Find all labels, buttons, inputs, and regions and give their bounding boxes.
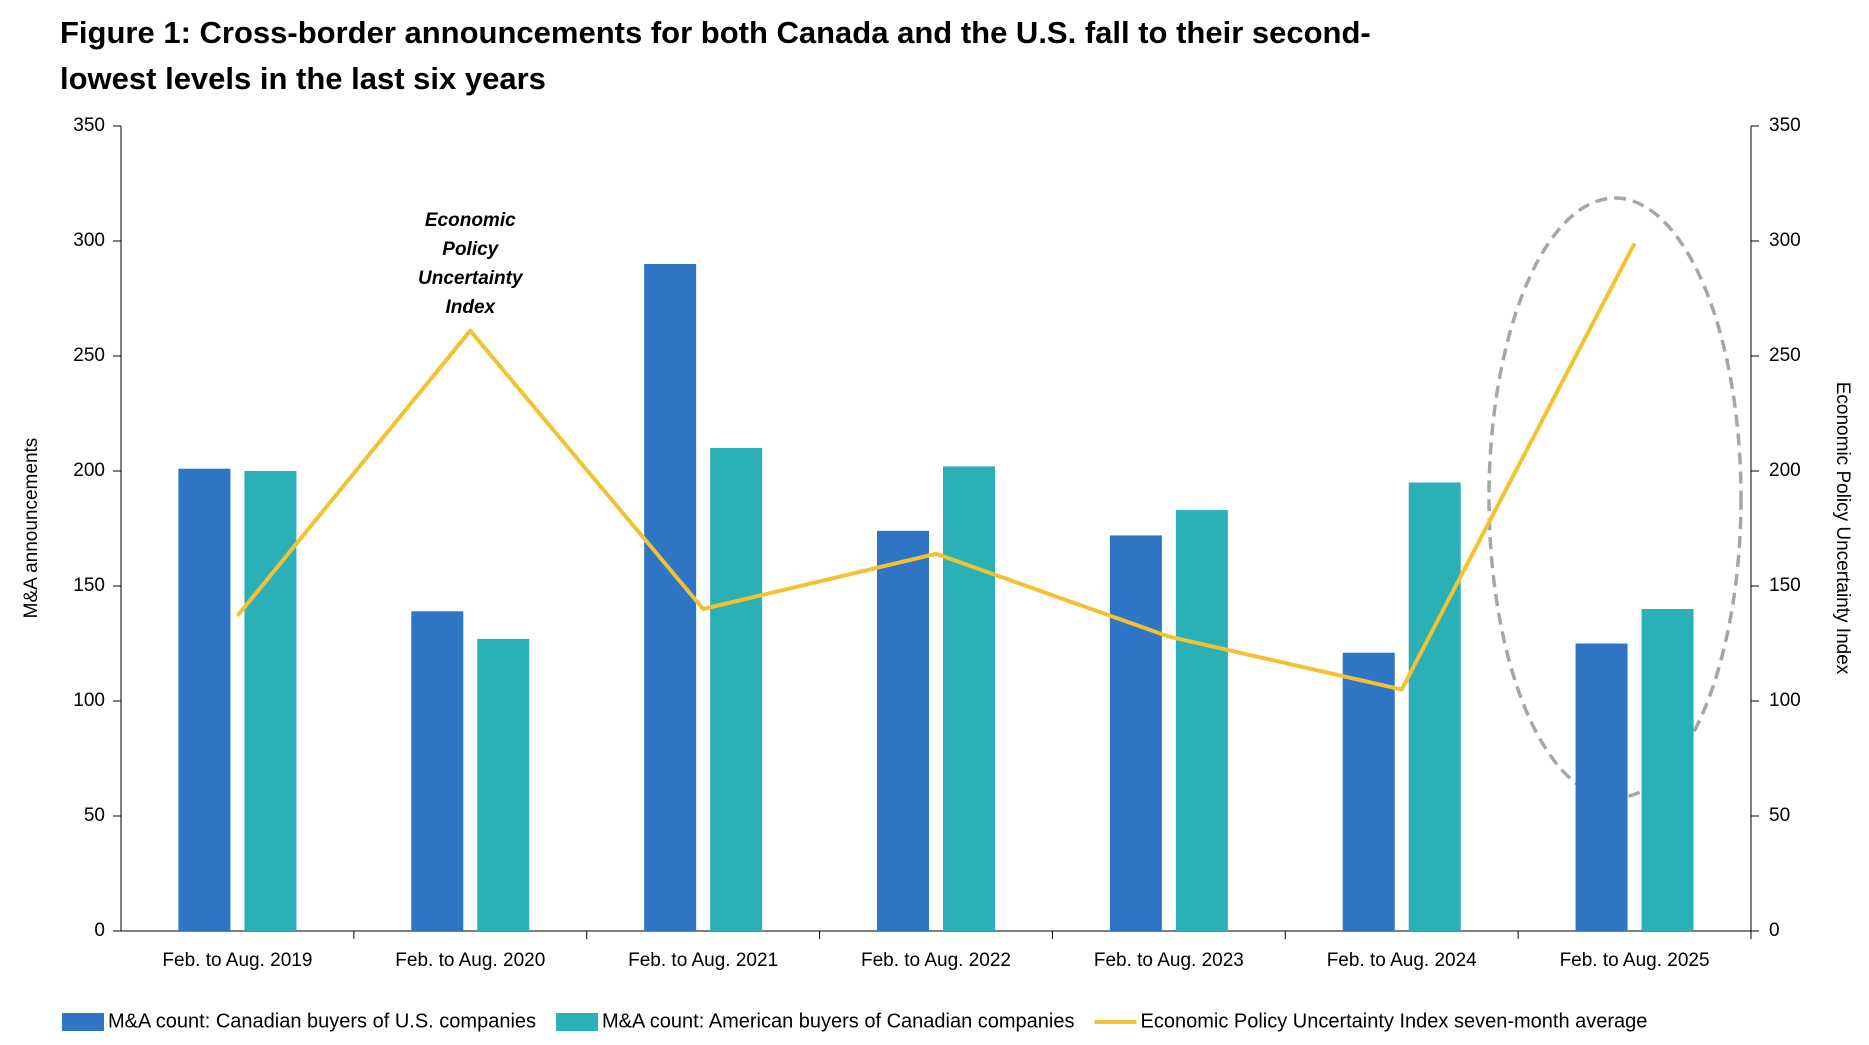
annotation: Economic: [425, 210, 516, 231]
y-tick-label: 0: [94, 920, 105, 941]
y2-tick-label: 100: [1769, 690, 1801, 711]
bar: [877, 530, 929, 931]
legend-swatch: [556, 1013, 599, 1031]
annotation: Index: [445, 297, 496, 318]
y2-tick-label: 50: [1769, 805, 1790, 826]
annotation: Policy: [442, 239, 499, 260]
bar: [244, 471, 297, 931]
x-tick-label: Feb. to Aug. 2020: [395, 950, 545, 971]
legend-swatch: [62, 1013, 104, 1031]
x-tick-label: Feb. to Aug. 2024: [1327, 950, 1477, 971]
legend-label: M&A count: Canadian buyers of U.S. compa…: [108, 1010, 536, 1032]
legend-label: Economic Policy Uncertainty Index seven-…: [1141, 1010, 1648, 1032]
y2-tick-label: 150: [1769, 575, 1801, 596]
bar: [1109, 535, 1162, 931]
x-tick-label: Feb. to Aug. 2023: [1094, 950, 1244, 971]
y-tick-label: 300: [73, 230, 105, 251]
y-tick-label: 100: [73, 690, 105, 711]
y2-tick-label: 300: [1769, 230, 1801, 251]
legend-label: M&A count: American buyers of Canadian c…: [602, 1010, 1074, 1032]
line: [235, 242, 1637, 692]
y-tick-label: 150: [73, 575, 105, 596]
bar: [1175, 510, 1228, 931]
y-tick-label: 250: [73, 345, 105, 366]
bar: [477, 638, 530, 931]
y-axis-label: M&A announcements: [21, 438, 42, 619]
bar: [411, 611, 464, 931]
bar: [644, 264, 697, 931]
annotation: Uncertainty: [418, 268, 524, 289]
y2-tick-label: 350: [1769, 115, 1801, 136]
y2-axis-label: Economic Policy Uncertainty Index: [1832, 382, 1853, 675]
y2-tick-label: 200: [1769, 460, 1801, 481]
x-tick-label: Feb. to Aug. 2021: [628, 950, 778, 971]
y-tick-label: 200: [73, 460, 105, 481]
y2-tick-label: 0: [1769, 920, 1780, 941]
y-tick-label: 50: [84, 805, 105, 826]
x-tick-label: Feb. to Aug. 2025: [1560, 950, 1710, 971]
y2-tick-label: 250: [1769, 345, 1801, 366]
bar: [1641, 609, 1694, 931]
bar: [1342, 652, 1395, 931]
bar: [178, 468, 231, 931]
legend: M&A count: Canadian buyers of U.S. compa…: [62, 1010, 1647, 1032]
bar: [1408, 482, 1461, 931]
bar: [1575, 643, 1628, 931]
x-tick-label: Feb. to Aug. 2022: [861, 950, 1011, 971]
x-tick-label: Feb. to Aug. 2019: [162, 950, 312, 971]
y-tick-label: 350: [73, 115, 105, 136]
bar: [943, 466, 995, 931]
bar: [710, 448, 763, 931]
chart-title: Figure 1: Cross-border announcements for…: [60, 15, 1371, 96]
